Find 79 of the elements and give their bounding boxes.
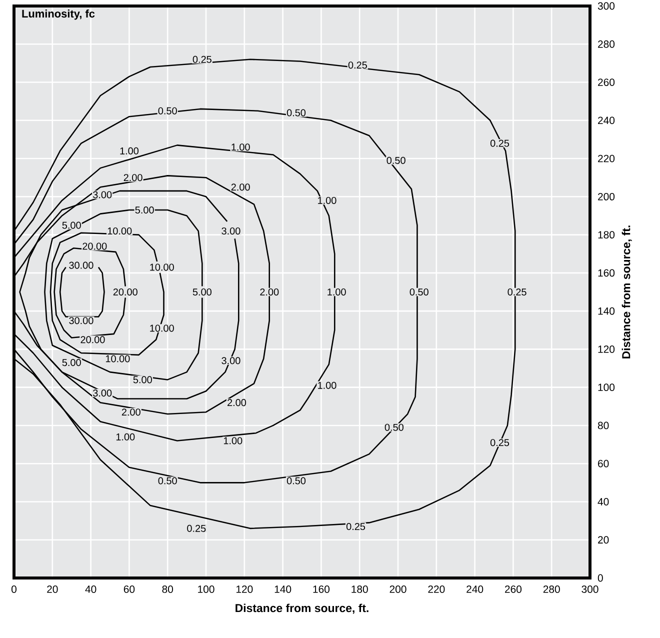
x-tick-label: 80 bbox=[162, 586, 174, 593]
y-tick-label: 300 bbox=[598, 2, 615, 10]
x-tick-label: 280 bbox=[543, 586, 560, 593]
x-tick-label: 260 bbox=[505, 586, 522, 593]
y-tick-label: 120 bbox=[598, 346, 615, 353]
annotation: 0.50 bbox=[384, 424, 404, 431]
annotation: 1.00 bbox=[120, 147, 139, 154]
y-axis-title: Distance from source, ft. bbox=[622, 226, 632, 358]
annotation: 2.00 bbox=[122, 408, 140, 416]
chart-title: Luminosity, fc bbox=[22, 10, 95, 20]
annotation: 3.00 bbox=[93, 390, 112, 397]
annotation: 0.25 bbox=[187, 524, 206, 532]
annotation: 5.00 bbox=[135, 206, 154, 214]
annotation: 1.00 bbox=[232, 144, 250, 151]
annotation: 0.50 bbox=[158, 477, 177, 484]
annotation: 5.00 bbox=[62, 222, 81, 229]
annotation: 3.00 bbox=[93, 191, 112, 198]
y-tick-label: 240 bbox=[598, 116, 615, 124]
y-tick-label: 200 bbox=[598, 192, 615, 200]
annotation: 3.00 bbox=[222, 357, 240, 364]
annotation: 1.00 bbox=[318, 382, 336, 389]
x-tick-label: 40 bbox=[85, 586, 96, 593]
annotation: 0.50 bbox=[158, 107, 177, 114]
annotation: 3.00 bbox=[222, 227, 240, 235]
x-tick-label: 120 bbox=[236, 586, 253, 593]
y-tick-label: 260 bbox=[598, 78, 615, 86]
x-tick-label: 300 bbox=[582, 586, 598, 593]
y-tick-label: 180 bbox=[598, 231, 615, 239]
annotation: 0.25 bbox=[346, 522, 366, 530]
annotation: 20.00 bbox=[113, 288, 138, 296]
annotation: 5.00 bbox=[62, 359, 81, 366]
y-tick-label: 60 bbox=[598, 460, 609, 468]
annotation: 2.00 bbox=[231, 184, 250, 191]
annotation: 10.00 bbox=[106, 355, 130, 362]
annotation: 0.50 bbox=[286, 109, 306, 116]
y-tick-label: 100 bbox=[598, 384, 615, 392]
annotation: 30.00 bbox=[69, 262, 94, 269]
annotation: 0.25 bbox=[348, 62, 367, 69]
x-tick-label: 140 bbox=[274, 586, 292, 593]
annotation: 20.00 bbox=[80, 336, 105, 344]
annotation: 10.00 bbox=[150, 264, 174, 271]
annotation: 30.00 bbox=[69, 317, 94, 324]
x-tick-label: 60 bbox=[124, 586, 135, 593]
y-tick-label: 160 bbox=[598, 269, 615, 277]
annotation: 0.50 bbox=[386, 156, 406, 164]
x-tick-label: 220 bbox=[428, 586, 445, 593]
annotation: 1.00 bbox=[116, 433, 135, 440]
y-tick-label: 40 bbox=[598, 498, 609, 506]
y-tick-label: 220 bbox=[598, 154, 615, 162]
annotation: 0.25 bbox=[490, 140, 510, 147]
annotation: 10.00 bbox=[150, 324, 174, 332]
x-tick-label: 160 bbox=[313, 586, 330, 593]
y-tick-label: 20 bbox=[598, 536, 609, 544]
annotation: 5.00 bbox=[192, 288, 212, 296]
annotation: 1.00 bbox=[224, 437, 242, 444]
y-tick-label: 80 bbox=[598, 422, 609, 430]
annotation: 2.00 bbox=[228, 399, 246, 406]
annotation: 20.00 bbox=[82, 242, 107, 250]
x-tick-label: 20 bbox=[47, 586, 58, 593]
annotation: 0.25 bbox=[490, 439, 510, 446]
annotation: 0.25 bbox=[508, 288, 526, 296]
annotation: 10.00 bbox=[108, 227, 132, 235]
y-tick-label: 140 bbox=[598, 307, 615, 315]
x-tick-label: 180 bbox=[352, 586, 368, 593]
annotation: 1.00 bbox=[318, 196, 336, 204]
x-tick-label: 200 bbox=[390, 586, 406, 593]
x-tick-label: 0 bbox=[11, 586, 16, 593]
annotation: 0.25 bbox=[192, 56, 212, 63]
annotation: 5.00 bbox=[133, 376, 152, 384]
annotation: 2.00 bbox=[260, 288, 279, 296]
x-tick-label: 240 bbox=[466, 586, 484, 593]
annotation: 0.50 bbox=[286, 477, 306, 484]
x-axis-title: Distance from source, ft. bbox=[236, 604, 368, 614]
annotation: 1.00 bbox=[328, 288, 346, 296]
y-tick-label: 280 bbox=[598, 40, 615, 48]
y-tick-label: 0 bbox=[598, 574, 603, 582]
annotation: 0.50 bbox=[410, 288, 428, 296]
annotation: 2.00 bbox=[124, 174, 142, 182]
x-tick-label: 100 bbox=[198, 586, 214, 593]
